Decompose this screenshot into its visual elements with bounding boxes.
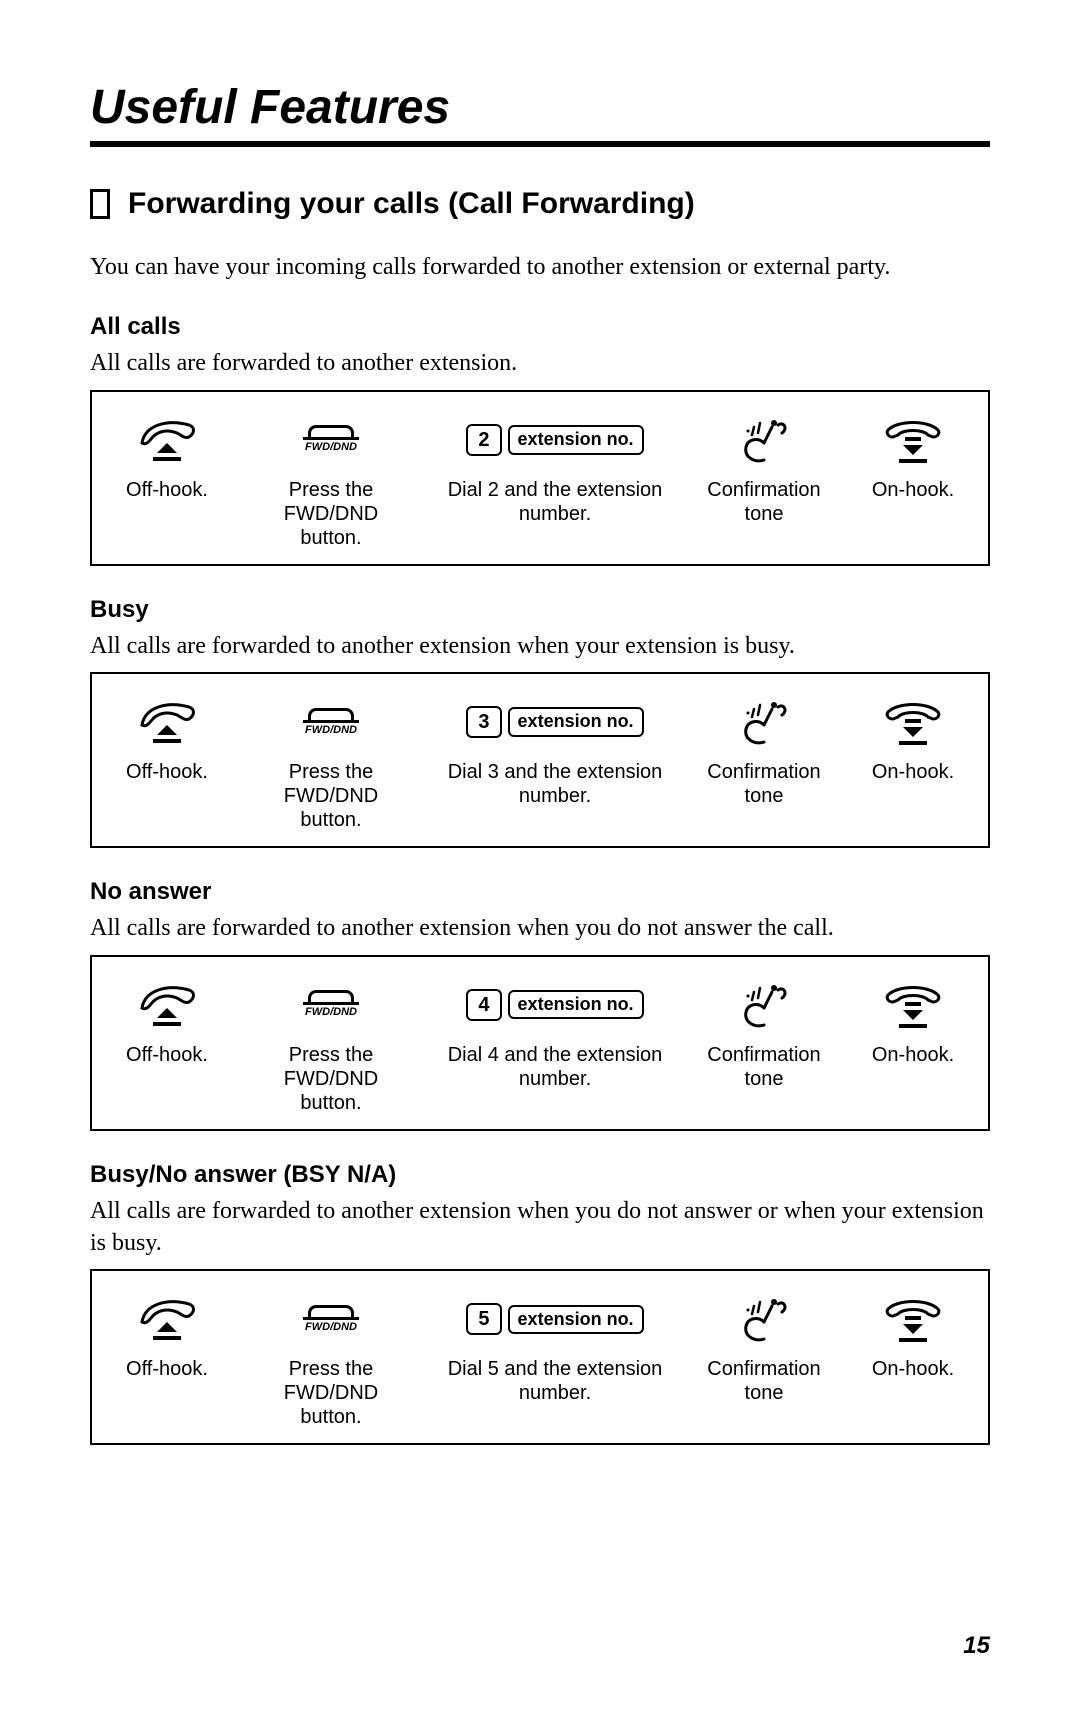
- step-tone: Confirmation tone: [699, 1289, 829, 1405]
- fwd-label: FWD/DND: [305, 441, 357, 454]
- step-onhook: On-hook.: [858, 975, 968, 1067]
- offhook-icon: [137, 980, 197, 1030]
- extension-no-box: extension no.: [508, 707, 644, 737]
- step-button: FWD/DND Press the FWD/DND button.: [251, 692, 411, 832]
- step-box-no-answer: Off-hook. FWD/DND Press the FWD/DND butt…: [90, 955, 990, 1131]
- subheading-busy-no-answer: Busy/No answer (BSY N/A): [90, 1161, 990, 1189]
- label-tone: Confirmation tone: [707, 478, 820, 526]
- dial-digit: 2: [466, 424, 501, 456]
- step-row: Off-hook. FWD/DND Press the FWD/DND butt…: [112, 410, 968, 550]
- onhook-icon: [883, 697, 943, 747]
- label-press: Press the FWD/DND button.: [251, 1043, 411, 1115]
- step-tone: Confirmation tone: [699, 410, 829, 526]
- step-dial: 3 extension no. Dial 3 and the extension…: [440, 692, 670, 808]
- fwd-dnd-button-icon: FWD/DND: [303, 425, 359, 454]
- step-button: FWD/DND Press the FWD/DND button.: [251, 975, 411, 1115]
- label-onhook: On-hook.: [872, 760, 954, 784]
- subheading-all-calls: All calls: [90, 313, 990, 341]
- extension-no-box: extension no.: [508, 990, 644, 1020]
- step-onhook: On-hook.: [858, 1289, 968, 1381]
- offhook-icon: [137, 415, 197, 465]
- dial-digit: 3: [466, 706, 501, 738]
- step-dial: 5 extension no. Dial 5 and the extension…: [440, 1289, 670, 1405]
- label-dial: Dial 3 and the extension number.: [440, 760, 670, 808]
- page: Useful Features Forwarding your calls (C…: [0, 0, 1080, 1710]
- tone-icon: [734, 980, 794, 1030]
- label-dial: Dial 4 and the extension number.: [440, 1043, 670, 1091]
- label-offhook: Off-hook.: [126, 760, 208, 784]
- fwd-dnd-button-icon: FWD/DND: [303, 1305, 359, 1334]
- label-press: Press the FWD/DND button.: [251, 478, 411, 550]
- extension-no-box: extension no.: [508, 425, 644, 455]
- page-title: Useful Features: [90, 80, 990, 147]
- desc-busy: All calls are forwarded to another exten…: [90, 630, 990, 662]
- tone-icon: [734, 415, 794, 465]
- extension-no-box: extension no.: [508, 1305, 644, 1335]
- label-offhook: Off-hook.: [126, 1357, 208, 1381]
- label-press: Press the FWD/DND button.: [251, 1357, 411, 1429]
- offhook-icon: [137, 1294, 197, 1344]
- tone-icon: [734, 697, 794, 747]
- label-tone: Confirmation tone: [707, 1043, 820, 1091]
- label-offhook: Off-hook.: [126, 1043, 208, 1067]
- step-button: FWD/DND Press the FWD/DND button.: [251, 1289, 411, 1429]
- offhook-icon: [137, 697, 197, 747]
- subheading-no-answer: No answer: [90, 878, 990, 906]
- fwd-label: FWD/DND: [305, 724, 357, 737]
- label-dial: Dial 2 and the extension number.: [440, 478, 670, 526]
- onhook-icon: [883, 980, 943, 1030]
- step-box-busy: Off-hook. FWD/DND Press the FWD/DND butt…: [90, 672, 990, 848]
- label-offhook: Off-hook.: [126, 478, 208, 502]
- intro-text: You can have your incoming calls forward…: [90, 251, 990, 283]
- fwd-label: FWD/DND: [305, 1321, 357, 1334]
- label-onhook: On-hook.: [872, 1043, 954, 1067]
- step-box-all-calls: Off-hook. FWD/DND Press the FWD/DND butt…: [90, 390, 990, 566]
- step-tone: Confirmation tone: [699, 692, 829, 808]
- dial-digit: 5: [466, 1303, 501, 1335]
- step-row: Off-hook. FWD/DND Press the FWD/DND butt…: [112, 692, 968, 832]
- desc-busy-no-answer: All calls are forwarded to another exten…: [90, 1195, 990, 1260]
- fwd-dnd-button-icon: FWD/DND: [303, 990, 359, 1019]
- step-button: FWD/DND Press the FWD/DND button.: [251, 410, 411, 550]
- dial-digit: 4: [466, 989, 501, 1021]
- section-heading: Forwarding your calls (Call Forwarding): [90, 187, 990, 221]
- label-onhook: On-hook.: [872, 478, 954, 502]
- step-offhook: Off-hook.: [112, 692, 222, 784]
- step-box-busy-no-answer: Off-hook. FWD/DND Press the FWD/DND butt…: [90, 1269, 990, 1445]
- onhook-icon: [883, 415, 943, 465]
- step-onhook: On-hook.: [858, 410, 968, 502]
- desc-no-answer: All calls are forwarded to another exten…: [90, 912, 990, 944]
- desc-all-calls: All calls are forwarded to another exten…: [90, 347, 990, 379]
- step-offhook: Off-hook.: [112, 410, 222, 502]
- label-tone: Confirmation tone: [707, 1357, 820, 1405]
- step-onhook: On-hook.: [858, 692, 968, 784]
- step-row: Off-hook. FWD/DND Press the FWD/DND butt…: [112, 975, 968, 1115]
- step-row: Off-hook. FWD/DND Press the FWD/DND butt…: [112, 1289, 968, 1429]
- fwd-dnd-button-icon: FWD/DND: [303, 708, 359, 737]
- step-offhook: Off-hook.: [112, 1289, 222, 1381]
- tone-icon: [734, 1294, 794, 1344]
- label-onhook: On-hook.: [872, 1357, 954, 1381]
- fwd-label: FWD/DND: [305, 1006, 357, 1019]
- step-dial: 4 extension no. Dial 4 and the extension…: [440, 975, 670, 1091]
- section-title-text: Forwarding your calls (Call Forwarding): [128, 187, 695, 221]
- label-dial: Dial 5 and the extension number.: [440, 1357, 670, 1405]
- subheading-busy: Busy: [90, 596, 990, 624]
- step-dial: 2 extension no. Dial 2 and the extension…: [440, 410, 670, 526]
- onhook-icon: [883, 1294, 943, 1344]
- step-tone: Confirmation tone: [699, 975, 829, 1091]
- label-tone: Confirmation tone: [707, 760, 820, 808]
- step-offhook: Off-hook.: [112, 975, 222, 1067]
- label-press: Press the FWD/DND button.: [251, 760, 411, 832]
- page-number: 15: [963, 1632, 990, 1660]
- section-marker-icon: [90, 189, 110, 219]
